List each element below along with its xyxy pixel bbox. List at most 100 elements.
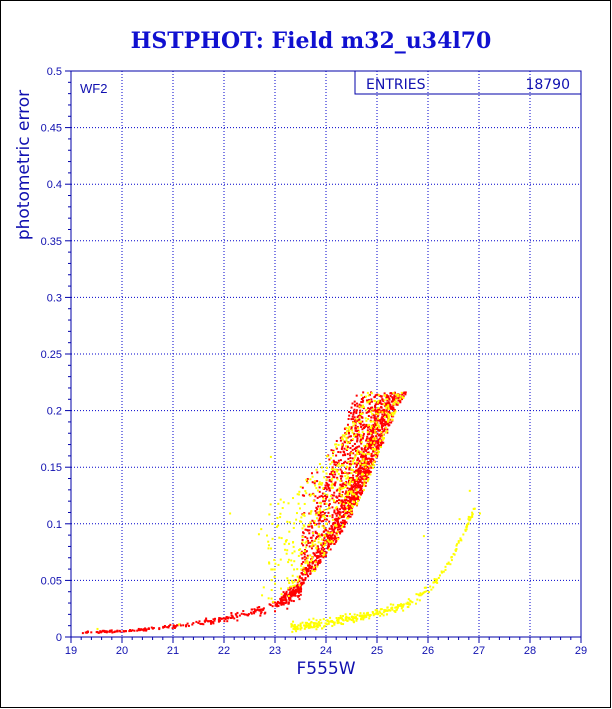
red-point xyxy=(364,484,367,487)
red-point xyxy=(362,478,365,481)
red-point xyxy=(339,524,342,527)
yellow-point xyxy=(323,526,326,529)
yellow-point xyxy=(290,623,293,626)
red-point xyxy=(349,439,352,442)
red-point xyxy=(354,429,357,432)
red-point xyxy=(362,432,365,435)
yellow-point xyxy=(374,432,377,435)
yellow-point xyxy=(345,485,348,488)
yellow-point xyxy=(302,566,305,569)
red-point xyxy=(259,609,262,612)
red-point xyxy=(353,462,356,465)
red-point xyxy=(384,420,387,423)
red-point xyxy=(331,473,334,476)
red-point xyxy=(316,548,319,551)
red-point xyxy=(218,617,221,620)
yellow-point xyxy=(385,613,388,616)
yellow-point xyxy=(385,407,388,410)
red-point xyxy=(84,631,87,634)
red-point xyxy=(353,442,356,445)
red-point xyxy=(375,435,378,438)
yellow-point xyxy=(450,559,453,562)
red-point xyxy=(370,443,373,446)
yellow-point xyxy=(344,617,347,620)
red-point xyxy=(319,551,322,554)
yellow-point xyxy=(303,502,306,505)
yellow-point xyxy=(472,507,475,510)
red-point xyxy=(349,463,352,466)
red-point xyxy=(360,462,363,465)
yellow-point xyxy=(346,473,349,476)
red-point xyxy=(296,590,299,593)
red-point xyxy=(370,466,373,469)
red-point xyxy=(404,391,407,394)
yellow-point xyxy=(334,523,337,526)
yellow-point xyxy=(362,488,365,491)
red-point xyxy=(118,629,121,632)
red-point xyxy=(300,590,303,593)
yellow-point xyxy=(346,490,349,493)
red-point xyxy=(352,485,355,488)
red-point xyxy=(346,453,349,456)
red-point xyxy=(207,620,210,623)
red-point xyxy=(354,498,357,501)
yellow-point xyxy=(377,394,380,397)
red-point xyxy=(301,486,304,489)
red-point xyxy=(370,430,373,433)
red-point xyxy=(381,441,384,444)
red-point xyxy=(245,613,248,616)
red-point xyxy=(308,529,311,532)
red-point xyxy=(306,554,309,557)
yellow-point xyxy=(345,432,348,435)
x-axis-label: F555W xyxy=(296,659,355,679)
red-point xyxy=(359,489,362,492)
yellow-point xyxy=(344,514,347,517)
red-point xyxy=(358,472,361,475)
yellow-point xyxy=(363,444,366,447)
red-point xyxy=(289,592,292,595)
red-point xyxy=(326,476,329,479)
yellow-point xyxy=(435,580,438,583)
yellow-point xyxy=(346,477,349,480)
yellow-point xyxy=(304,546,307,549)
red-point xyxy=(332,522,335,525)
red-point xyxy=(368,433,371,436)
yellow-point xyxy=(362,459,365,462)
red-point xyxy=(317,514,320,517)
yellow-point xyxy=(363,479,366,482)
yellow-point xyxy=(406,601,409,604)
red-point xyxy=(365,424,368,427)
red-point xyxy=(325,539,328,542)
yellow-point xyxy=(377,417,380,420)
red-point xyxy=(333,509,336,512)
red-point xyxy=(327,483,330,486)
red-point xyxy=(378,402,381,405)
yellow-point xyxy=(372,420,375,423)
x-tick-label: 25 xyxy=(371,645,383,657)
yellow-point xyxy=(415,593,418,596)
red-point xyxy=(166,626,169,629)
yellow-point xyxy=(274,582,277,585)
red-point xyxy=(343,453,346,456)
yellow-point xyxy=(361,431,364,434)
yellow-point xyxy=(338,489,341,492)
yellow-point xyxy=(346,517,349,520)
red-point xyxy=(331,497,334,500)
yellow-point xyxy=(375,612,378,615)
red-point xyxy=(355,486,358,489)
red-point xyxy=(317,556,320,559)
red-point xyxy=(351,415,354,418)
yellow-point xyxy=(355,489,358,492)
yellow-point xyxy=(312,622,315,625)
yellow-point xyxy=(391,606,394,609)
yellow-point xyxy=(444,568,447,571)
yellow-point xyxy=(385,426,388,429)
yellow-point xyxy=(345,493,348,496)
red-point xyxy=(323,550,326,553)
red-point xyxy=(212,622,215,625)
red-point xyxy=(319,560,322,563)
yellow-point xyxy=(340,623,343,626)
red-point xyxy=(368,442,371,445)
red-point xyxy=(327,543,330,546)
yellow-point xyxy=(348,503,351,506)
